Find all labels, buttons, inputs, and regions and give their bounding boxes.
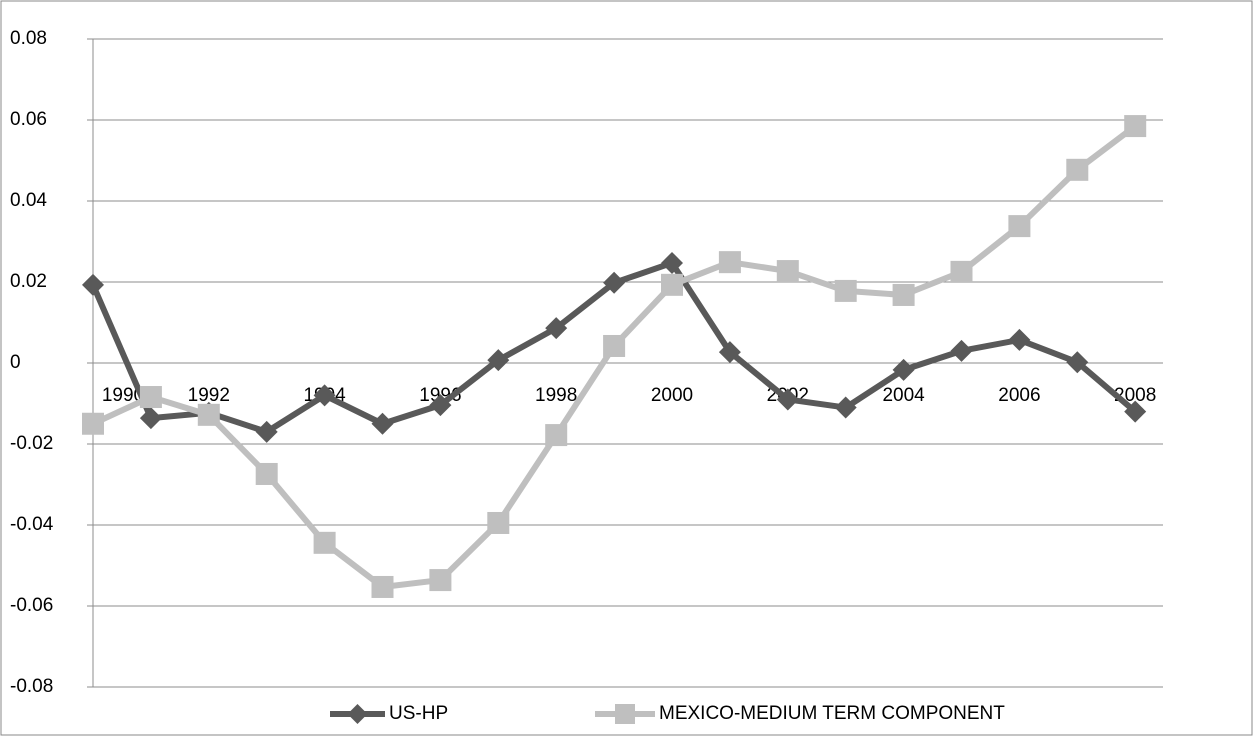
y-tick-label: 0.04 <box>10 190 47 211</box>
marker <box>429 394 452 417</box>
marker <box>1066 158 1089 181</box>
marker <box>82 273 104 296</box>
marker <box>313 384 336 407</box>
legend-label: US-HP <box>389 703 448 724</box>
marker <box>255 462 278 485</box>
marker <box>82 412 104 435</box>
x-tick-label: 2000 <box>651 385 693 406</box>
y-tick-label: -0.06 <box>10 595 53 616</box>
marker <box>545 424 568 447</box>
x-tick-label: 1992 <box>188 385 230 406</box>
marker <box>1066 351 1089 374</box>
y-tick-label: -0.04 <box>10 514 54 535</box>
marker <box>603 334 626 357</box>
legend-marker <box>615 704 635 724</box>
y-tick-label: 0.02 <box>10 271 47 292</box>
marker <box>371 412 394 435</box>
legend-label: MEXICO-MEDIUM TERM COMPONENT <box>659 703 1005 724</box>
marker <box>139 386 162 409</box>
marker <box>834 279 857 302</box>
marker <box>603 271 626 294</box>
marker <box>1124 115 1147 138</box>
marker <box>139 407 162 430</box>
y-tick-label: 0.08 <box>10 28 47 49</box>
y-tick-label: -0.08 <box>10 676 53 697</box>
marker <box>950 260 973 283</box>
marker <box>313 531 336 554</box>
marker <box>950 339 973 362</box>
x-tick-label: 1998 <box>535 385 577 406</box>
marker <box>776 388 799 411</box>
marker <box>545 317 568 340</box>
marker <box>718 341 741 364</box>
marker <box>1008 328 1031 351</box>
marker <box>371 575 394 598</box>
marker <box>892 358 915 381</box>
marker <box>197 403 220 426</box>
marker <box>487 349 510 372</box>
marker <box>487 511 510 534</box>
marker <box>718 251 741 274</box>
marker <box>255 420 278 443</box>
marker <box>1124 400 1147 423</box>
x-tick-label: 2004 <box>882 385 925 406</box>
marker <box>834 396 857 419</box>
marker <box>661 251 683 274</box>
x-tick-label: 1990 <box>102 385 144 406</box>
y-tick-label: -0.02 <box>10 433 53 454</box>
marker <box>1008 215 1031 238</box>
y-tick-label: 0.06 <box>10 109 47 130</box>
y-tick-label: 0 <box>10 352 21 373</box>
marker <box>429 569 452 592</box>
x-tick-label: 2006 <box>998 385 1040 406</box>
marker <box>776 260 799 283</box>
legend-marker <box>347 704 368 724</box>
marker <box>892 283 915 306</box>
marker <box>661 273 683 296</box>
